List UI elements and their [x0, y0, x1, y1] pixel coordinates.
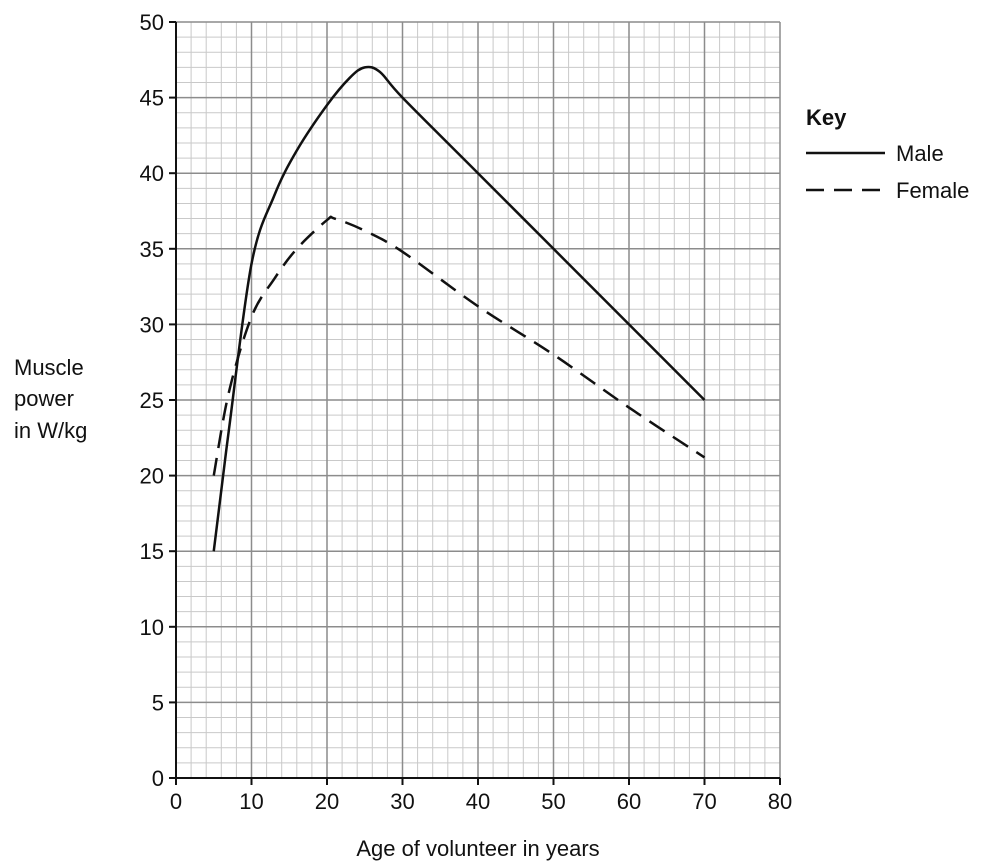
- x-tick-label: 0: [170, 789, 182, 814]
- y-tick-label: 45: [140, 86, 164, 111]
- series-lines: [212, 65, 706, 552]
- y-axis-label-line-3: in W/kg: [14, 418, 87, 443]
- series-line-male: [212, 65, 706, 552]
- y-tick-label: 0: [152, 766, 164, 791]
- x-tick-label: 10: [239, 789, 263, 814]
- legend: Key Male Female: [806, 105, 969, 203]
- y-axis-label-line-2: power: [14, 386, 74, 411]
- y-tick-label: 20: [140, 464, 164, 489]
- series-line-female: [212, 215, 706, 476]
- x-tick-label: 60: [617, 789, 641, 814]
- x-tick-label: 20: [315, 789, 339, 814]
- legend-female-label: Female: [896, 178, 969, 203]
- y-tick-label: 25: [140, 388, 164, 413]
- legend-title: Key: [806, 105, 847, 130]
- y-tick-label: 15: [140, 539, 164, 564]
- x-tick-label: 30: [390, 789, 414, 814]
- y-tick-label: 30: [140, 312, 164, 337]
- y-tick-labels: 0 5 10 15 20 25 30 35 40 45 50: [140, 10, 164, 791]
- y-tick-label: 40: [140, 161, 164, 186]
- y-tick-label: 35: [140, 237, 164, 262]
- legend-male-label: Male: [896, 141, 944, 166]
- x-tick-labels: 0 10 20 30 40 50 60 70 80: [170, 789, 792, 814]
- x-tick-label: 80: [768, 789, 792, 814]
- y-tick-label: 5: [152, 690, 164, 715]
- y-tick-label: 10: [140, 615, 164, 640]
- y-axis-label-line-1: Muscle: [14, 355, 84, 380]
- x-axis-label: Age of volunteer in years: [356, 836, 599, 861]
- x-tick-label: 40: [466, 789, 490, 814]
- x-tick-label: 50: [541, 789, 565, 814]
- y-tick-label: 50: [140, 10, 164, 35]
- x-tick-label: 70: [692, 789, 716, 814]
- axes: [169, 21, 781, 785]
